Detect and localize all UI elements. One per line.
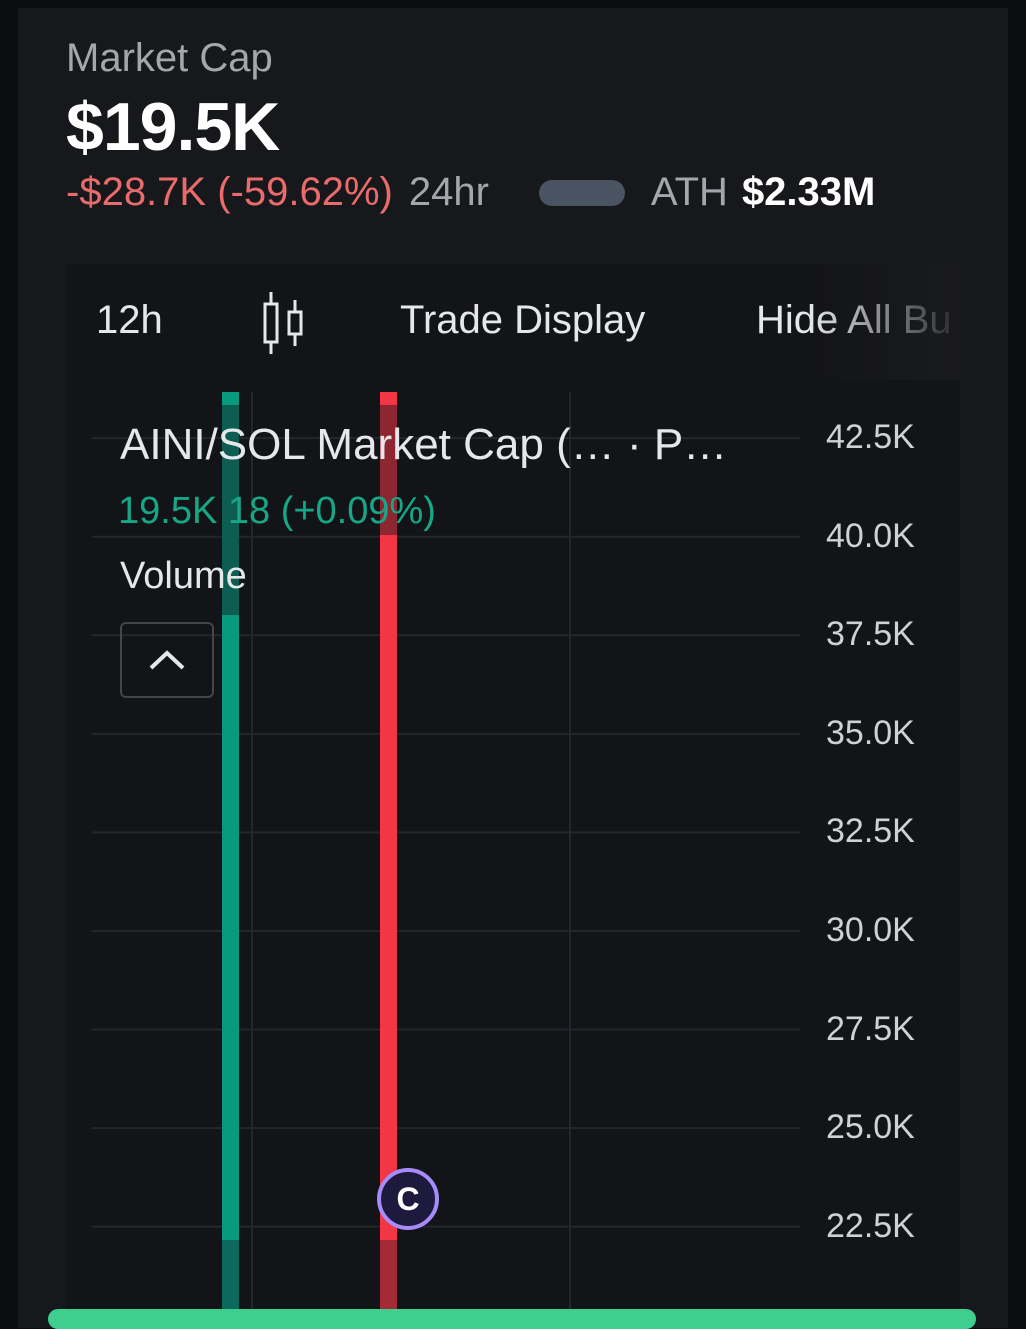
top-divider (0, 0, 1026, 6)
bottom-action-bar[interactable] (48, 1309, 976, 1329)
ath-progress-pill (538, 179, 625, 206)
candle-fade (380, 1240, 397, 1315)
market-cap-label: Market Cap (66, 36, 273, 80)
change-row: -$28.7K (-59.62%) 24hr ATH $2.33M (66, 170, 875, 215)
y-axis-label: 42.5K (826, 418, 915, 457)
legend-overlay (380, 405, 397, 535)
collapse-legend-button[interactable] (120, 622, 214, 698)
trade-display-button[interactable]: Trade Display (400, 298, 646, 342)
y-axis-label: 25.0K (826, 1108, 915, 1147)
y-axis-label: 22.5K (826, 1206, 915, 1245)
legend-values: 19.5K 18 (+0.09%) (118, 490, 436, 532)
legend-title: AINI/SOL Market Cap (… · P… (120, 420, 728, 469)
ath-label: ATH (650, 170, 728, 214)
market-cap-value: $19.5K (66, 89, 280, 165)
y-axis-label: 35.0K (826, 713, 915, 752)
candle-fade (222, 1240, 239, 1315)
y-axis-label: 32.5K (826, 812, 915, 851)
trade-marker[interactable]: C (377, 1168, 439, 1230)
toolbar-fade (810, 264, 960, 380)
y-axis-label: 30.0K (826, 910, 915, 949)
ath-value: $2.33M (741, 170, 876, 214)
candle-down (380, 392, 397, 1315)
chart-container: 12h Trade Display Hide All Bu (66, 264, 960, 1324)
y-axis-label: 37.5K (826, 615, 915, 654)
legend-overlay (222, 405, 239, 615)
candlestick-icon[interactable] (262, 290, 306, 366)
legend-volume: Volume (120, 555, 247, 597)
change-period: 24hr (408, 170, 489, 214)
candle-up (222, 392, 239, 1315)
chevron-up-icon (149, 650, 185, 670)
chart-toolbar: 12h Trade Display Hide All Bu (66, 264, 960, 380)
y-axis-label: 27.5K (826, 1009, 915, 1048)
y-axis-label: 40.0K (826, 516, 915, 555)
interval-button[interactable]: 12h (96, 298, 163, 342)
change-value: -$28.7K (-59.62%) (66, 170, 393, 214)
